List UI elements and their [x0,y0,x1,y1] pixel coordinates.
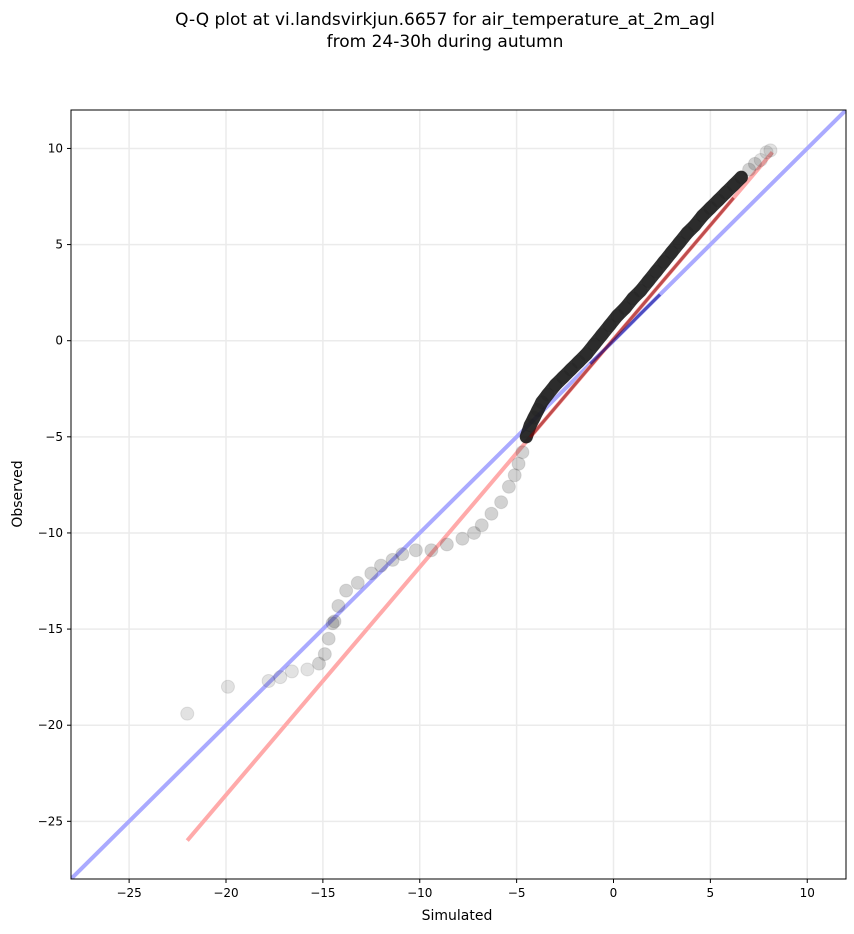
quantile-points [180,143,778,721]
quantile-point [424,543,439,558]
quantile-point [385,552,400,567]
y-tick-label: 10 [48,141,63,155]
quantile-point [300,662,315,677]
quantile-point [374,558,388,573]
inner-fit-line-blue [589,293,662,365]
quantile-point [339,583,354,598]
reference-lines [71,110,846,879]
x-tick-label: −10 [407,886,432,900]
y-tick-label: −20 [38,718,63,732]
x-tick-label: 0 [610,886,618,900]
x-axis-label: Simulated [422,908,493,924]
quantile-point [455,531,470,546]
quantile-point [439,537,454,552]
quantile-point [284,664,299,679]
quantile-point [515,445,530,460]
x-tick-label: 10 [800,886,815,900]
inner-fit-line-red [529,196,735,439]
quantile-point [501,479,516,494]
y-tick-label: −10 [38,526,63,540]
y-tick-label: −15 [38,622,63,636]
quantile-point [350,575,365,590]
quantile-point [321,631,336,646]
quantile-point [763,143,778,158]
quantile-point [511,456,526,471]
quantile-point [327,614,342,629]
quantile-point [180,706,195,721]
y-tick-label: −25 [38,814,63,828]
y-tick-label: 5 [55,238,63,252]
y-tick-label: −5 [45,430,63,444]
chart-subtitle: from 24-30h during autumn [327,32,564,52]
identity-line [71,110,846,879]
quantile-point [759,145,774,160]
quantile-point [395,547,410,562]
inner-fit-overlay [529,196,735,439]
x-tick-label: −25 [116,886,141,900]
y-axis-ticks: −25 −20 −15 −10 −5 0 5 10 [38,141,71,828]
quantile-point [494,495,509,510]
quantile-point [273,670,288,685]
quantile-point [364,566,379,581]
quantile-point [261,673,276,688]
quantile-point [484,506,499,521]
quantile-point [331,599,346,614]
quantile-point [753,152,768,167]
quantile-point [507,468,522,483]
quantile-point [467,525,481,540]
x-tick-label: −20 [213,886,238,900]
quantile-point [408,543,423,558]
quantile-point [474,518,489,533]
chart-title: Q-Q plot at vi.landsvirkjun.6657 for air… [175,10,715,30]
x-tick-label: −15 [310,886,335,900]
x-axis-ticks: −25 −20 −15 −10 −5 0 5 10 [116,879,815,900]
plot-frame [70,109,847,880]
x-tick-label: −5 [508,886,526,900]
x-tick-label: 5 [707,886,715,900]
quantile-point [220,679,235,694]
quantile-point [312,656,326,671]
quantile-point [747,156,762,171]
quantile-point [325,616,340,631]
grid-lines [71,110,846,879]
y-tick-label: 0 [55,334,63,348]
y-axis-label: Observed [10,460,26,527]
quantile-point [317,647,332,662]
quantile-core-band [519,170,748,444]
